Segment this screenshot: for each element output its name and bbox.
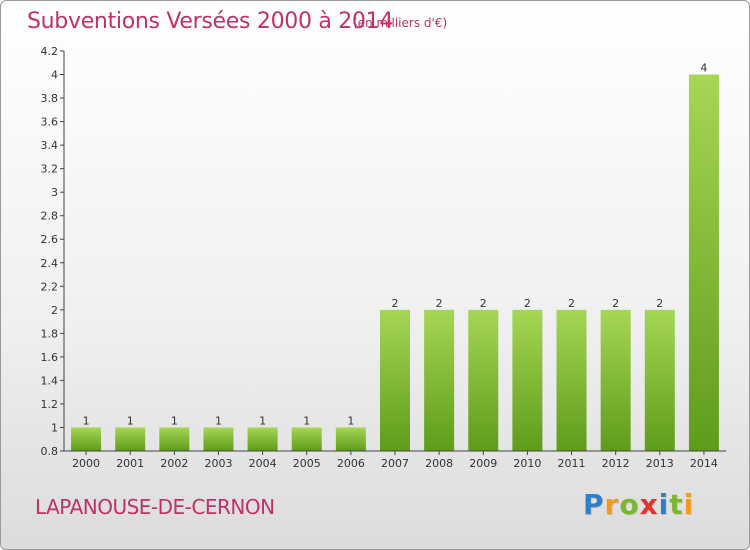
bar-2007: [380, 309, 410, 451]
bar-value-label: 2: [568, 297, 575, 310]
bar-2003: [203, 427, 234, 451]
bar-2004: [247, 427, 278, 451]
bar-2006: [335, 427, 366, 451]
y-tick-label: 1.2: [41, 398, 59, 411]
x-tick-label: 2012: [602, 457, 630, 470]
y-tick-label: 2.6: [41, 233, 59, 246]
y-tick-label: 2.8: [41, 210, 59, 223]
chart-subtitle: (en milliers d'€): [353, 16, 448, 30]
bar-value-label: 2: [436, 297, 443, 310]
x-axis: 2000 2001 2002 2003 2004 2005 2006 2007 2008 2009…: [64, 450, 726, 470]
y-tick-label: 1.6: [41, 351, 59, 364]
y-axis: 0.8 1 1.2 1.4 1.6 1.8 2 2.2 2.4 2.6 2.8 3 3.2 3.4 3.6 3…: [41, 45, 65, 458]
bar-value-label: 4: [700, 62, 707, 75]
proxiti-logo[interactable]: Proxiti: [583, 488, 695, 521]
x-tick-label: 2007: [381, 457, 409, 470]
bar-value-label: 1: [259, 414, 266, 427]
x-tick-label: 2010: [513, 457, 541, 470]
bar-value-label: 1: [215, 414, 222, 427]
y-tick-label: 0.8: [41, 445, 59, 458]
bar-value-label: 2: [524, 297, 531, 310]
y-tick-label: 3.2: [41, 163, 59, 176]
y-tick-label: 1.4: [41, 374, 59, 387]
y-tick-label: 4: [51, 69, 58, 82]
y-tick-label: 3: [51, 186, 58, 199]
bar-value-label: 2: [480, 297, 487, 310]
y-tick-label: 1: [51, 421, 58, 434]
x-tick-label: 2003: [204, 457, 232, 470]
y-tick-label: 3.6: [41, 116, 59, 129]
commune-name: LAPANOUSE-DE-CERNON: [35, 495, 275, 519]
y-tick-label: 2: [51, 304, 58, 317]
y-tick-label: 4.2: [41, 45, 59, 58]
y-tick-label: 2.2: [41, 280, 59, 293]
bar-value-label: 1: [171, 414, 178, 427]
x-tick-label: 2013: [646, 457, 674, 470]
y-tick-label: 3.4: [41, 139, 59, 152]
bar-value-label: 2: [392, 297, 399, 310]
x-tick-label: 2009: [469, 457, 497, 470]
x-tick-label: 2004: [249, 457, 277, 470]
x-tick-label: 2014: [690, 457, 718, 470]
bar-value-label: 1: [347, 414, 354, 427]
bar-value-label: 1: [303, 414, 310, 427]
y-tick-label: 1.8: [41, 327, 59, 340]
x-tick-label: 2011: [558, 457, 586, 470]
bar-2002: [159, 427, 190, 451]
bar-2011: [556, 309, 587, 451]
bars: 1 1 1 1 1 1 1 2 2 2 2 2 2 2 4: [71, 62, 719, 451]
bar-2008: [424, 309, 455, 451]
x-tick-label: 2006: [337, 457, 365, 470]
bar-value-label: 1: [127, 414, 134, 427]
y-tick-label: 3.8: [41, 92, 59, 105]
bar-2000: [71, 427, 102, 451]
bar-2012: [600, 309, 631, 451]
y-tick-label: 2.4: [41, 257, 59, 270]
x-tick-label: 2001: [116, 457, 144, 470]
bar-2014: [688, 74, 719, 451]
bar-2001: [115, 427, 146, 451]
x-tick-label: 2000: [72, 457, 100, 470]
x-tick-label: 2002: [160, 457, 188, 470]
chart-title: Subventions Versées 2000 à 2014: [27, 9, 394, 34]
bar-2005: [291, 427, 322, 451]
x-tick-label: 2005: [293, 457, 321, 470]
bar-value-label: 2: [656, 297, 663, 310]
bar-2009: [468, 309, 499, 451]
bar-value-label: 1: [83, 414, 90, 427]
bar-2010: [512, 309, 543, 451]
x-tick-label: 2008: [425, 457, 453, 470]
bar-2013: [644, 309, 675, 451]
bar-value-label: 2: [612, 297, 619, 310]
